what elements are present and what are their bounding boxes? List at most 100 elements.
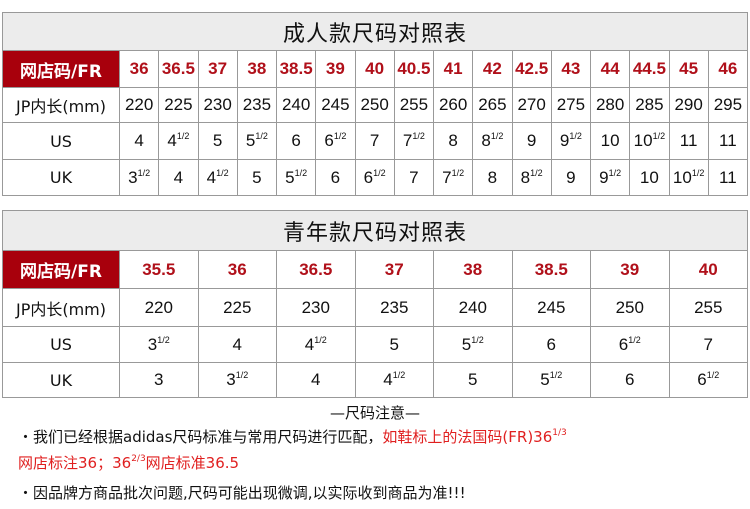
size-whole: 7 [369, 131, 380, 150]
jp-cell: 290 [668, 87, 709, 123]
size-whole: 5 [212, 131, 223, 150]
size-whole: 6 [324, 131, 334, 150]
size-whole: 7 [442, 167, 452, 187]
size-whole: 4 [232, 334, 242, 354]
size-fraction: 1/2 [608, 167, 622, 178]
fr-cell: 38 [433, 250, 513, 289]
us-cell: 71/2 [393, 122, 435, 160]
uk-cell: 101/2 [668, 159, 709, 196]
fr-cell: 44 [589, 50, 631, 88]
uk-cell: 5 [433, 362, 513, 398]
size-whole: 9 [526, 131, 537, 150]
uk-cell: 61/2 [354, 159, 395, 196]
size-whole: 4 [167, 131, 177, 150]
size-fraction: 1/2 [530, 167, 543, 178]
us-cell: 7 [354, 122, 395, 160]
fr-cell: 41 [432, 50, 474, 88]
size-whole: 6 [291, 131, 301, 150]
uk-cell: 71/2 [432, 159, 474, 196]
size-whole: 7 [703, 334, 713, 354]
us-cell: 11 [668, 122, 709, 160]
fr-cell: 39 [590, 250, 670, 289]
fr-cell: 40 [354, 50, 395, 88]
size-whole: 8 [487, 167, 498, 187]
row-label: 网店码/FR [2, 50, 120, 88]
table-row-fr: 网店码/FR 36 36.5 37 38 38.5 39 40 40.5 41 42 42.5 43 44… [2, 50, 749, 88]
table-row-fr: 网店码/FR 35.5 36 36.5 37 38 38.5 39 40 [2, 250, 748, 289]
jp-cell: 255 [668, 288, 748, 327]
us-cell: 51/2 [236, 122, 278, 160]
us-cell: 51/2 [433, 326, 513, 363]
row-label: 网店码/FR [2, 250, 120, 289]
jp-cell: 240 [275, 87, 317, 123]
note-red-text: 网店标注36；36 [18, 454, 132, 472]
uk-cell: 51/2 [275, 159, 317, 196]
size-whole: 8 [448, 131, 458, 150]
size-fraction: 1/2 [333, 131, 347, 141]
table-title: 青年款尺码对照表 [2, 210, 748, 251]
size-whole: 9 [566, 167, 576, 187]
size-fraction: 1/2 [451, 167, 465, 178]
uk-cell: 9 [550, 159, 592, 196]
us-cell: 4 [118, 122, 160, 160]
us-cell: 4 [197, 326, 277, 363]
size-fraction: 1/2 [490, 131, 504, 141]
size-whole: 3 [226, 370, 236, 389]
jp-cell: 295 [707, 87, 749, 123]
row-label: JP内长(mm) [2, 87, 120, 123]
size-whole: 4 [304, 334, 315, 354]
note-line-1: ・我们已经根据adidas尺码标准与常用尺码进行匹配，如鞋标上的法国码(FR)3… [18, 426, 567, 447]
size-whole: 11 [679, 131, 698, 150]
row-label: US [2, 122, 120, 160]
row-label: UK [2, 362, 120, 398]
jp-cell: 245 [315, 87, 356, 123]
notes-title: —尺码注意— [329, 404, 420, 422]
size-fraction: 1/2 [294, 167, 308, 178]
jp-cell: 250 [590, 288, 670, 327]
uk-cell: 5 [236, 159, 278, 196]
fr-cell: 36.5 [158, 50, 199, 88]
size-fraction: 1/2 [392, 370, 406, 380]
row-label: JP内长(mm) [2, 288, 120, 327]
size-fraction: 1/2 [314, 334, 327, 345]
size-fraction: 1/2 [628, 334, 641, 345]
size-whole: 4 [383, 370, 393, 389]
us-cell: 8 [432, 122, 474, 160]
fr-cell: 42 [472, 50, 513, 88]
size-notes: —尺码注意— ・我们已经根据adidas尺码标准与常用尺码进行匹配，如鞋标上的法… [0, 402, 750, 502]
size-whole: 6 [697, 370, 707, 389]
fr-cell: 35.5 [119, 250, 199, 289]
fr-cell: 40 [668, 250, 748, 289]
fr-cell: 43 [550, 50, 592, 88]
uk-cell: 41/2 [197, 159, 238, 196]
us-cell: 6 [511, 326, 591, 363]
fr-cell: 38.5 [511, 250, 591, 289]
fr-cell: 36.5 [276, 250, 356, 289]
size-fraction: 1/2 [235, 370, 249, 380]
jp-cell: 270 [511, 87, 552, 123]
size-whole: 5 [540, 370, 550, 389]
note-red-text: 如鞋标上的法国码(FR)36 [382, 428, 553, 446]
us-cell: 11 [707, 122, 749, 160]
size-whole: 11 [719, 131, 737, 150]
size-whole: 5 [468, 370, 478, 389]
size-whole: 4 [311, 370, 321, 389]
youth-size-table: 青年款尺码对照表 网店码/FR 35.5 36 36.5 37 38 38.5 39 40 JP内长… [2, 210, 748, 398]
fr-cell: 45 [668, 50, 709, 88]
adult-size-table: 成人款尺码对照表 网店码/FR 36 36.5 37 38 38.5 39 40 40.5 41 42… [2, 12, 749, 196]
size-whole: 10 [633, 131, 653, 150]
fr-cell: 42.5 [511, 50, 552, 88]
jp-cell: 235 [354, 288, 434, 327]
size-fraction: 1/2 [373, 167, 386, 178]
size-whole: 5 [245, 131, 256, 150]
note-text: ・我们已经根据adidas尺码标准与常用尺码进行匹配， [18, 428, 383, 446]
size-fraction: 1/2 [569, 131, 582, 141]
fr-cell: 37 [197, 50, 238, 88]
fr-cell: 36 [197, 250, 277, 289]
us-cell: 6 [275, 122, 317, 160]
row-label: UK [2, 159, 120, 196]
uk-cell: 31/2 [197, 362, 277, 398]
jp-cell: 235 [236, 87, 278, 123]
fr-cell: 37 [354, 250, 434, 289]
size-whole: 10 [639, 167, 659, 187]
